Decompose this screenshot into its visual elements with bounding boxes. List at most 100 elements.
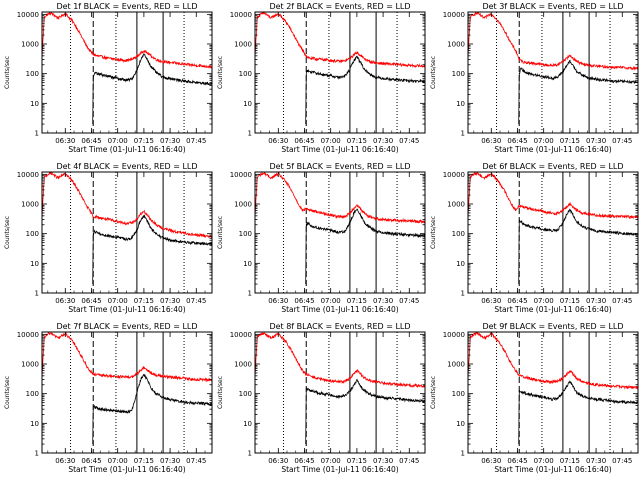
x-tick-label: 07:15 [134, 137, 154, 145]
plot-frame [254, 11, 426, 134]
y-tick-label: 1000 [21, 41, 39, 49]
plot-frame [467, 331, 639, 454]
x-tick-label: 06:45 [507, 457, 527, 465]
y-tick-label: 100 [452, 390, 465, 398]
lld-series-line [42, 172, 212, 239]
y-axis-label: Counts/sec [217, 56, 224, 89]
lld-series-line [468, 12, 638, 71]
x-axis-label: Start Time (01-Jul-11 06:16:40) [68, 465, 185, 474]
y-axis-label: Counts/sec [4, 216, 11, 249]
x-tick-label: 07:30 [373, 137, 393, 145]
x-axis-label: Start Time (01-Jul-11 06:16:40) [281, 305, 398, 314]
y-tick-label: 10 [30, 100, 39, 108]
y-tick-label: 10 [456, 100, 465, 108]
y-tick-label: 1 [248, 130, 252, 138]
x-tick-label: 07:15 [134, 297, 154, 305]
x-tick-label: 06:45 [81, 457, 101, 465]
x-tick-label: 07:00 [321, 137, 341, 145]
lld-series-line [255, 172, 425, 224]
x-tick-label: 07:30 [160, 457, 180, 465]
x-tick-label: 07:00 [108, 137, 128, 145]
x-tick-label: 07:45 [186, 297, 206, 305]
y-axis-label: Counts/sec [4, 56, 11, 89]
events-series-line [305, 55, 425, 125]
plot-frame [41, 11, 213, 134]
chart-title: Det 5f BLACK = Events, RED = LLD [269, 162, 410, 171]
x-tick-label: 06:45 [294, 457, 314, 465]
x-tick-label: 07:30 [373, 457, 393, 465]
y-tick-label: 1 [248, 290, 252, 298]
x-tick-label: 06:45 [507, 137, 527, 145]
y-tick-label: 10 [456, 420, 465, 428]
y-tick-label: 100 [452, 230, 465, 238]
x-tick-label: 07:15 [347, 297, 367, 305]
plot-frame [41, 171, 213, 294]
chart-panel-7: Det 7f BLACK = Events, RED = LLD Counts/s… [4, 322, 213, 474]
y-axis-label: Counts/sec [4, 376, 11, 409]
x-tick-label: 07:45 [399, 137, 419, 145]
chart-title: Det 6f BLACK = Events, RED = LLD [482, 162, 623, 171]
x-tick-label: 06:30 [55, 457, 75, 465]
x-tick-label: 07:15 [347, 457, 367, 465]
chart-title: Det 7f BLACK = Events, RED = LLD [56, 322, 197, 331]
y-tick-label: 1 [35, 290, 39, 298]
x-axis-label: Start Time (01-Jul-11 06:16:40) [68, 305, 185, 314]
y-tick-label: 10000 [17, 171, 39, 179]
x-tick-label: 06:30 [481, 137, 501, 145]
y-tick-label: 10000 [17, 331, 39, 339]
y-tick-label: 10 [243, 100, 252, 108]
y-tick-label: 10000 [230, 171, 252, 179]
y-tick-label: 100 [26, 230, 39, 238]
y-tick-label: 10 [243, 260, 252, 268]
x-tick-label: 07:00 [321, 297, 341, 305]
y-tick-label: 10000 [17, 11, 39, 19]
x-tick-label: 06:45 [81, 297, 101, 305]
chart-panel-3: Det 3f BLACK = Events, RED = LLD Counts/s… [430, 2, 639, 154]
x-tick-label: 07:45 [612, 137, 632, 145]
y-tick-label: 100 [239, 390, 252, 398]
x-tick-label: 07:45 [612, 297, 632, 305]
x-tick-label: 07:45 [186, 457, 206, 465]
plot-frame [41, 331, 213, 454]
chart-title: Det 1f BLACK = Events, RED = LLD [56, 2, 197, 11]
x-tick-label: 07:30 [160, 297, 180, 305]
chart-title: Det 2f BLACK = Events, RED = LLD [269, 2, 410, 11]
y-tick-label: 1000 [447, 41, 465, 49]
x-tick-label: 06:45 [81, 137, 101, 145]
y-tick-label: 1000 [21, 361, 39, 369]
x-tick-label: 06:30 [481, 457, 501, 465]
y-axis-label: Counts/sec [217, 376, 224, 409]
x-axis-label: Start Time (01-Jul-11 06:16:40) [494, 465, 611, 474]
x-tick-label: 07:00 [534, 137, 554, 145]
x-tick-label: 07:15 [560, 297, 580, 305]
x-tick-label: 07:30 [586, 457, 606, 465]
x-tick-label: 07:15 [560, 137, 580, 145]
plot-frame [254, 331, 426, 454]
x-tick-label: 07:00 [108, 457, 128, 465]
y-tick-label: 1000 [234, 201, 252, 209]
events-series-line [518, 380, 638, 445]
plot-frame [254, 171, 426, 294]
y-axis-label: Counts/sec [430, 376, 437, 409]
x-tick-label: 06:45 [294, 297, 314, 305]
x-tick-label: 07:00 [534, 297, 554, 305]
x-tick-label: 07:15 [560, 457, 580, 465]
y-tick-label: 1 [35, 450, 39, 458]
lld-series-line [468, 172, 638, 220]
y-tick-label: 1000 [447, 361, 465, 369]
x-tick-label: 07:45 [186, 137, 206, 145]
y-tick-label: 100 [26, 70, 39, 78]
y-tick-label: 1000 [234, 41, 252, 49]
x-tick-label: 07:30 [586, 297, 606, 305]
x-tick-label: 07:45 [612, 457, 632, 465]
lld-series-line [255, 12, 425, 69]
events-series-line [518, 59, 638, 125]
y-tick-label: 1 [248, 450, 252, 458]
y-tick-label: 10000 [230, 11, 252, 19]
y-axis-label: Counts/sec [430, 216, 437, 249]
x-tick-label: 06:30 [55, 137, 75, 145]
x-tick-label: 06:30 [268, 297, 288, 305]
x-axis-label: Start Time (01-Jul-11 06:16:40) [494, 145, 611, 154]
lld-series-line [42, 332, 212, 383]
